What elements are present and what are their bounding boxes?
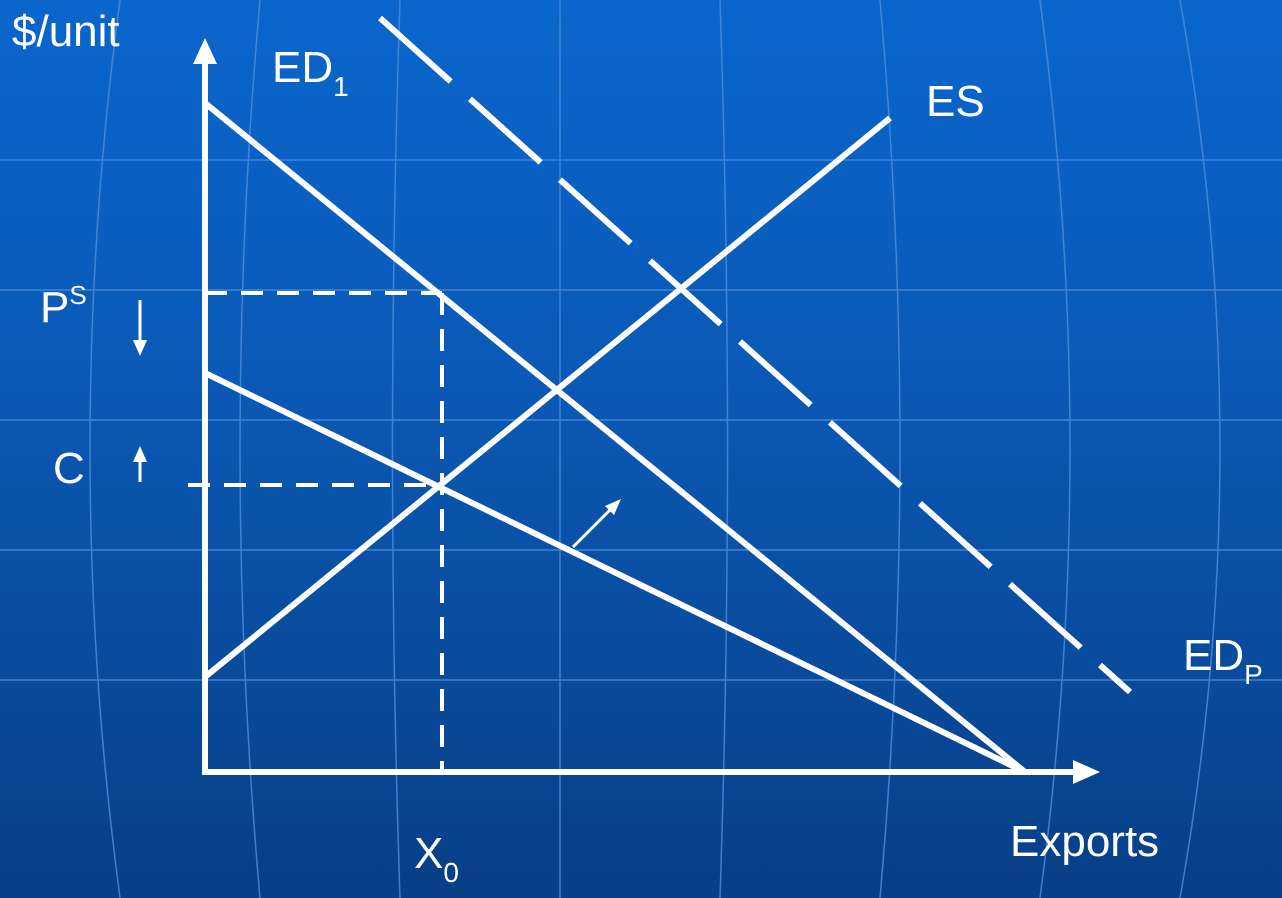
x-axis-label: Exports [1010,817,1159,866]
y-axis-arrowhead [193,38,217,64]
x-axis-arrowhead [1073,760,1100,784]
ps-label: PS [40,280,87,332]
y-axis-label: $/unit [12,7,120,56]
ed-dashed-curve [377,15,1133,695]
arrow-down-icon [133,300,147,356]
es-label: ES [926,77,985,126]
edp-label: EDP [1183,631,1263,690]
curves [203,15,1133,775]
x0-label: X0 [414,829,459,888]
axes [193,38,1100,784]
es-curve [203,115,892,680]
c-label: C [53,444,85,493]
arrow-up-icon [133,446,147,482]
ed1-curve [203,100,1027,775]
ed1-label: ED1 [272,43,349,102]
edp-curve [203,370,1027,775]
reference-lines [188,291,444,772]
arrow-up-right-icon [571,499,621,549]
arrows [133,300,621,549]
